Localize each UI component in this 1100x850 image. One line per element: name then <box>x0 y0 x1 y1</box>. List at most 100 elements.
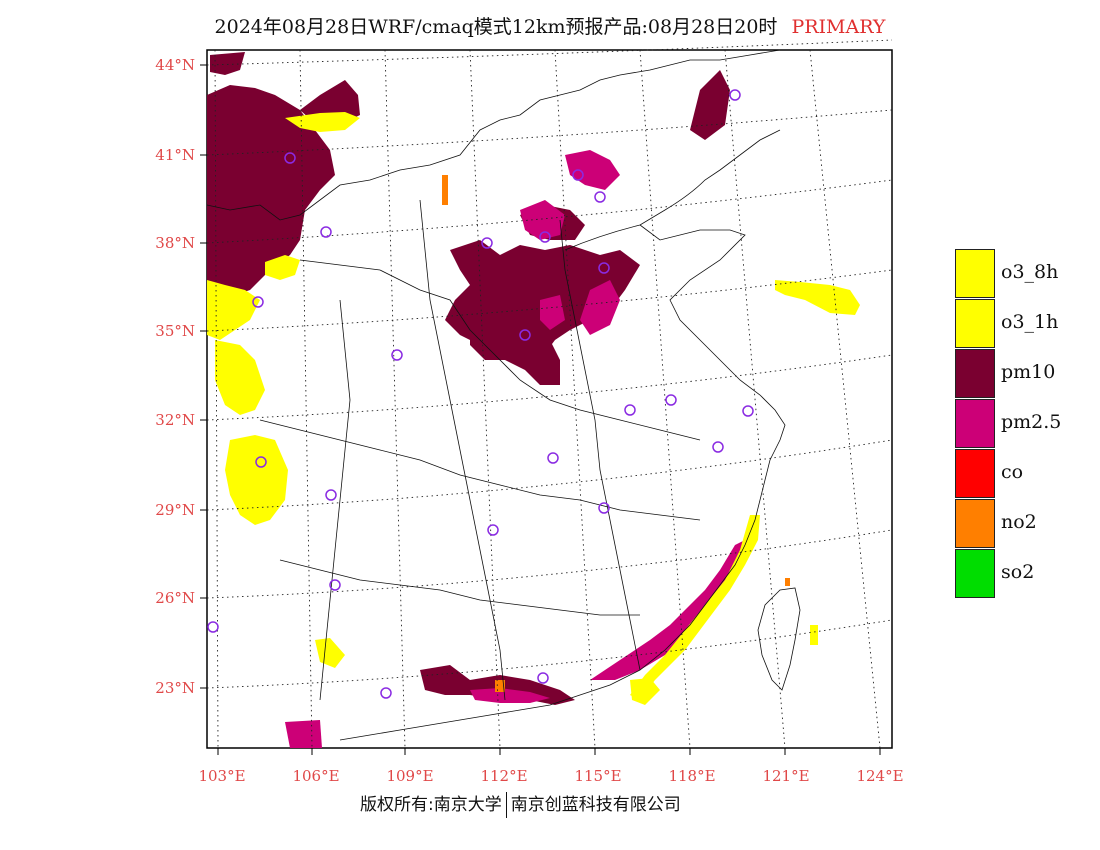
copyright-owner: 版权所有:南京大学 <box>360 795 502 815</box>
city-marker <box>380 687 392 699</box>
o3-region-sichuan-1 <box>215 340 265 415</box>
graticule <box>206 39 893 749</box>
legend-item-pm25: pm2.5 <box>955 399 1095 449</box>
pm25-region-hebei <box>520 200 565 240</box>
o3-region-inner-mongolia <box>285 112 360 132</box>
legend-item-no2: no2 <box>955 499 1095 549</box>
city-marker <box>624 404 636 416</box>
no2-patch-guangdong <box>495 680 505 692</box>
province-borders-3 <box>279 559 640 616</box>
legend-label: pm2.5 <box>1001 411 1062 433</box>
china-border-north <box>206 49 781 221</box>
province-borders-1 <box>299 259 701 441</box>
map-title: 2024年08月28日WRF/cmaq模式12km预报产品:08月28日20时 P… <box>0 12 1100 39</box>
legend-swatch <box>955 399 995 448</box>
o3-region-guangdong <box>630 678 660 705</box>
city-marker <box>547 452 559 464</box>
latitude-labels: 44°N 41°N 38°N 35°N 32°N 29°N 26°N 23°N <box>155 56 195 697</box>
pm25-region-pearl <box>470 688 550 703</box>
lat-label: 29°N <box>155 501 195 519</box>
city-marker <box>539 231 551 243</box>
o3-region-yunnan <box>315 638 345 668</box>
city-marker <box>320 226 332 238</box>
province-borders-4 <box>419 199 506 701</box>
city-marker <box>598 262 610 274</box>
o3-region-sichuan-top <box>265 255 300 280</box>
lon-label: 109°E <box>386 767 433 785</box>
city-marker <box>729 89 741 101</box>
city-markers <box>207 89 754 699</box>
lat-label: 35°N <box>155 322 195 340</box>
o3-region-yellow-sea <box>775 280 860 315</box>
lon-label: 112°E <box>480 767 527 785</box>
pm10-region-north-top <box>210 52 245 75</box>
no2-patch-taiwan-strait <box>785 578 790 586</box>
title-tag: PRIMARY <box>791 16 886 38</box>
province-borders-5 <box>559 219 641 671</box>
city-marker <box>487 524 499 536</box>
lon-label: 103°E <box>198 767 245 785</box>
pm10-region-northwest <box>207 85 335 295</box>
city-marker <box>391 349 403 361</box>
city-marker <box>594 191 606 203</box>
boundaries <box>206 49 801 741</box>
lat-label: 44°N <box>155 56 195 74</box>
legend-swatch <box>955 549 995 598</box>
lon-label: 118°E <box>668 767 715 785</box>
city-marker <box>255 456 267 468</box>
coastline <box>339 129 786 741</box>
pm25-region-guangxi <box>285 720 322 748</box>
legend-label: co <box>1001 461 1024 483</box>
legend-swatch <box>955 449 995 498</box>
city-marker <box>598 502 610 514</box>
city-marker <box>537 672 549 684</box>
lon-label: 121°E <box>762 767 809 785</box>
city-marker <box>481 237 493 249</box>
legend-swatch <box>955 349 995 398</box>
city-marker <box>572 169 584 181</box>
pm25-region-shandong <box>580 280 620 335</box>
legend-item-o3-8h: o3_8h <box>955 249 1095 299</box>
title-text: 2024年08月28日WRF/cmaq模式12km预报产品:08月28日20时 <box>214 16 778 38</box>
lat-label: 32°N <box>155 411 195 429</box>
city-marker <box>329 579 341 591</box>
pm10-region-northeast <box>690 70 730 140</box>
lat-label: 38°N <box>155 234 195 252</box>
city-marker <box>665 394 677 406</box>
legend: o3_8h o3_1h pm10 pm2.5 co no2 so2 <box>955 249 1095 599</box>
legend-label: o3_1h <box>1001 311 1059 333</box>
province-borders-6 <box>319 299 351 701</box>
lon-label: 106°E <box>292 767 339 785</box>
city-marker <box>252 296 264 308</box>
lon-label: 115°E <box>574 767 621 785</box>
city-marker <box>284 152 296 164</box>
legend-swatch <box>955 299 995 348</box>
legend-label: o3_8h <box>1001 261 1059 283</box>
lat-label: 26°N <box>155 589 195 607</box>
legend-swatch <box>955 499 995 548</box>
legend-item-so2: so2 <box>955 549 1095 599</box>
copyright-company: 南京创蓝科技有限公司 <box>510 795 681 815</box>
lat-label: 23°N <box>155 679 195 697</box>
o3-region-west <box>207 280 260 340</box>
city-marker <box>207 621 219 633</box>
pm25-region-henan <box>540 295 565 330</box>
legend-item-pm10: pm10 <box>955 349 1095 399</box>
o3-region-sichuan-2 <box>225 435 288 525</box>
legend-swatch <box>955 249 995 298</box>
pm10-region-shanxi <box>470 290 560 385</box>
lon-label: 124°E <box>856 767 903 785</box>
province-borders-2 <box>259 419 701 521</box>
no2-patch-ningxia <box>442 175 448 205</box>
lat-label: 41°N <box>155 146 195 164</box>
legend-label: pm10 <box>1001 361 1056 383</box>
longitude-labels: 103°E 106°E 109°E 112°E 115°E 118°E 121°… <box>198 767 903 785</box>
city-marker <box>325 489 337 501</box>
copyright-footer: 版权所有:南京大学 南京创蓝科技有限公司 <box>360 790 681 818</box>
taiwan-island <box>757 587 801 691</box>
o3-region-taiwan-east <box>810 625 818 645</box>
legend-item-co: co <box>955 449 1095 499</box>
city-marker <box>742 405 754 417</box>
legend-label: no2 <box>1001 511 1037 533</box>
